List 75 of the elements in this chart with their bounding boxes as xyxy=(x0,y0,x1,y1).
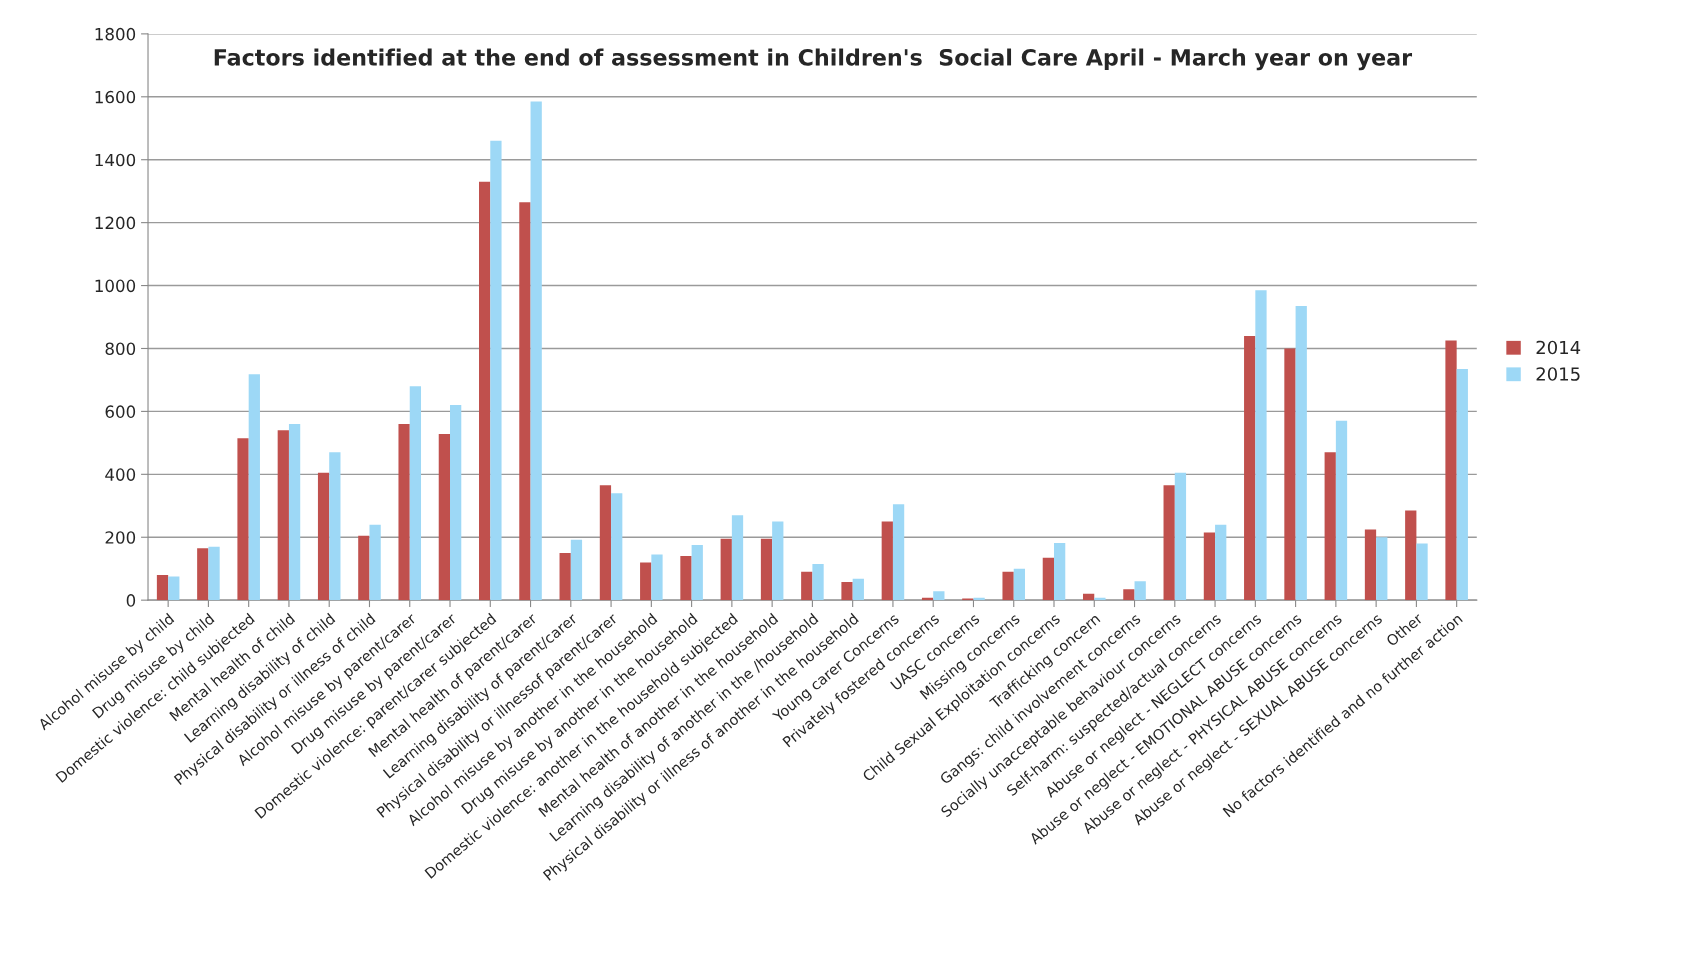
y-tick-label: 1200 xyxy=(95,216,136,230)
bar xyxy=(1295,306,1307,601)
bar xyxy=(881,521,893,601)
bar xyxy=(812,563,824,601)
bar xyxy=(1324,452,1336,601)
bar xyxy=(852,578,864,601)
y-tick-label: 400 xyxy=(105,468,136,481)
bar xyxy=(1405,510,1417,601)
bar xyxy=(1445,340,1457,601)
bar xyxy=(168,576,180,601)
bar xyxy=(570,539,583,601)
bar xyxy=(599,485,612,601)
y-tick-label: 1400 xyxy=(95,153,136,167)
y-tick-label: 1000 xyxy=(95,279,136,293)
bar xyxy=(1174,472,1187,601)
bar xyxy=(1255,290,1267,601)
bar xyxy=(640,562,652,601)
bar xyxy=(1364,529,1377,601)
bar xyxy=(1054,542,1066,601)
bar xyxy=(237,438,249,601)
bar xyxy=(197,548,209,601)
y-tick-label: 0 xyxy=(126,594,136,607)
bar xyxy=(1123,589,1135,601)
bar xyxy=(1134,581,1146,601)
bar xyxy=(1335,420,1348,601)
bar xyxy=(530,101,542,601)
bar xyxy=(277,430,289,601)
bar xyxy=(892,504,905,601)
bar xyxy=(611,493,623,601)
bar xyxy=(288,423,301,601)
bar xyxy=(1215,524,1227,601)
bar xyxy=(841,581,853,601)
bar xyxy=(398,423,410,601)
bar xyxy=(329,452,341,601)
bar xyxy=(772,521,784,601)
bar xyxy=(731,515,744,601)
bar xyxy=(248,374,260,601)
bar xyxy=(156,574,169,601)
bar xyxy=(680,556,692,601)
legend-label: 2015 xyxy=(1536,367,1580,381)
bar xyxy=(1416,543,1428,601)
bar xyxy=(1082,593,1095,601)
bar xyxy=(1456,368,1468,601)
bar xyxy=(559,552,571,601)
y-tick-label: 600 xyxy=(105,405,136,418)
bar xyxy=(317,472,330,601)
bar xyxy=(479,181,491,601)
bar xyxy=(1163,485,1175,601)
bar xyxy=(1013,568,1026,601)
bar xyxy=(760,538,773,601)
bar xyxy=(933,591,945,601)
bar xyxy=(801,571,813,601)
text: Factors identified at the end of assessment in Children's Social Care April - March year on year xyxy=(214,48,1413,71)
bar xyxy=(369,524,381,601)
bar xyxy=(208,546,220,601)
bar xyxy=(409,386,422,601)
bar xyxy=(1042,557,1054,601)
bar xyxy=(1002,571,1014,601)
bar xyxy=(651,554,663,601)
bar xyxy=(519,202,531,601)
y-tick-label: 200 xyxy=(105,531,136,544)
bar xyxy=(691,545,703,601)
bar xyxy=(438,434,451,601)
bar xyxy=(1244,335,1256,601)
bar xyxy=(490,140,502,601)
y-tick-label: 1600 xyxy=(95,90,136,104)
bar xyxy=(450,405,462,601)
y-tick-label: 1800 xyxy=(95,27,136,41)
bar xyxy=(1203,532,1216,601)
bar xyxy=(1376,537,1388,601)
bar xyxy=(358,535,370,601)
y-tick-label: 800 xyxy=(105,342,136,356)
bar xyxy=(1284,348,1296,601)
bar xyxy=(720,538,732,601)
legend-label: 2014 xyxy=(1536,340,1581,355)
